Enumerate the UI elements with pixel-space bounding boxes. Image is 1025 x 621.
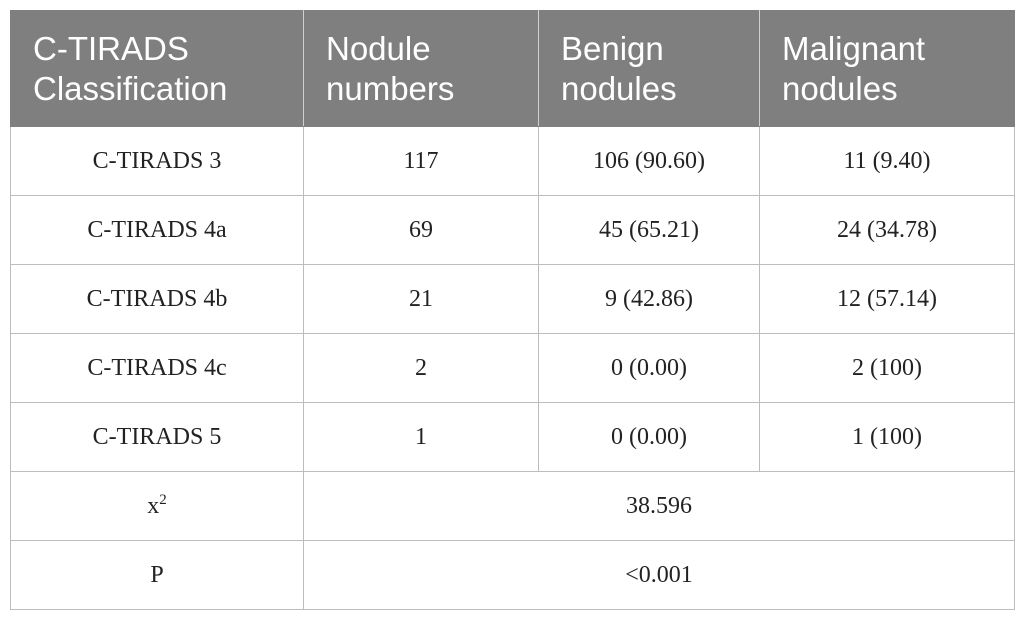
stat-value: <0.001 xyxy=(303,540,1015,610)
table-cell: 12 (57.14) xyxy=(759,264,1015,334)
table-cell: 21 xyxy=(303,264,539,334)
table-cell: 117 xyxy=(303,126,539,196)
table-cell: 9 (42.86) xyxy=(538,264,760,334)
table-cell: 1 (100) xyxy=(759,402,1015,472)
table-cell: 0 (0.00) xyxy=(538,333,760,403)
stat-value: 38.596 xyxy=(303,471,1015,541)
stat-row: P <0.001 xyxy=(10,540,1015,610)
column-header: Nodule numbers xyxy=(303,10,539,127)
table-cell: 0 (0.00) xyxy=(538,402,760,472)
stat-label-cell: P xyxy=(10,540,304,610)
table-row: C-TIRADS 3 117 106 (90.60) 11 (9.40) xyxy=(10,126,1015,196)
header-row: C-TIRADS Classification Nodule numbers Ben… xyxy=(10,10,1015,127)
table-row: C-TIRADS 4a 69 45 (65.21) 24 (34.78) xyxy=(10,195,1015,265)
table-cell: 1 xyxy=(303,402,539,472)
table-row: C-TIRADS 4c 2 0 (0.00) 2 (100) xyxy=(10,333,1015,403)
table-cell: C-TIRADS 4a xyxy=(10,195,304,265)
column-header: C-TIRADS Classification xyxy=(10,10,304,127)
table-cell: 2 (100) xyxy=(759,333,1015,403)
table-row: C-TIRADS 4b 21 9 (42.86) 12 (57.14) xyxy=(10,264,1015,334)
stat-row: x2 38.596 xyxy=(10,471,1015,541)
table-cell: C-TIRADS 4b xyxy=(10,264,304,334)
table-cell: 11 (9.40) xyxy=(759,126,1015,196)
table-cell: 24 (34.78) xyxy=(759,195,1015,265)
results-table: C-TIRADS Classification Nodule numbers Ben… xyxy=(10,10,1015,610)
table-cell: C-TIRADS 4c xyxy=(10,333,304,403)
column-header: Malignant nodules xyxy=(759,10,1015,127)
stat-label: P xyxy=(150,561,164,588)
stat-label-cell: x2 xyxy=(10,471,304,541)
column-header: Benign nodules xyxy=(538,10,760,127)
stat-label: x xyxy=(147,493,160,519)
table-cell: C-TIRADS 3 xyxy=(10,126,304,196)
table-cell: 69 xyxy=(303,195,539,265)
table-cell: 106 (90.60) xyxy=(538,126,760,196)
table-cell: 45 (65.21) xyxy=(538,195,760,265)
table-cell: 2 xyxy=(303,333,539,403)
table-body: C-TIRADS 3 117 106 (90.60) 11 (9.40) C-TIRAD… xyxy=(10,126,1015,610)
table-cell: C-TIRADS 5 xyxy=(10,402,304,472)
stat-label-superscript: 2 xyxy=(159,492,167,508)
